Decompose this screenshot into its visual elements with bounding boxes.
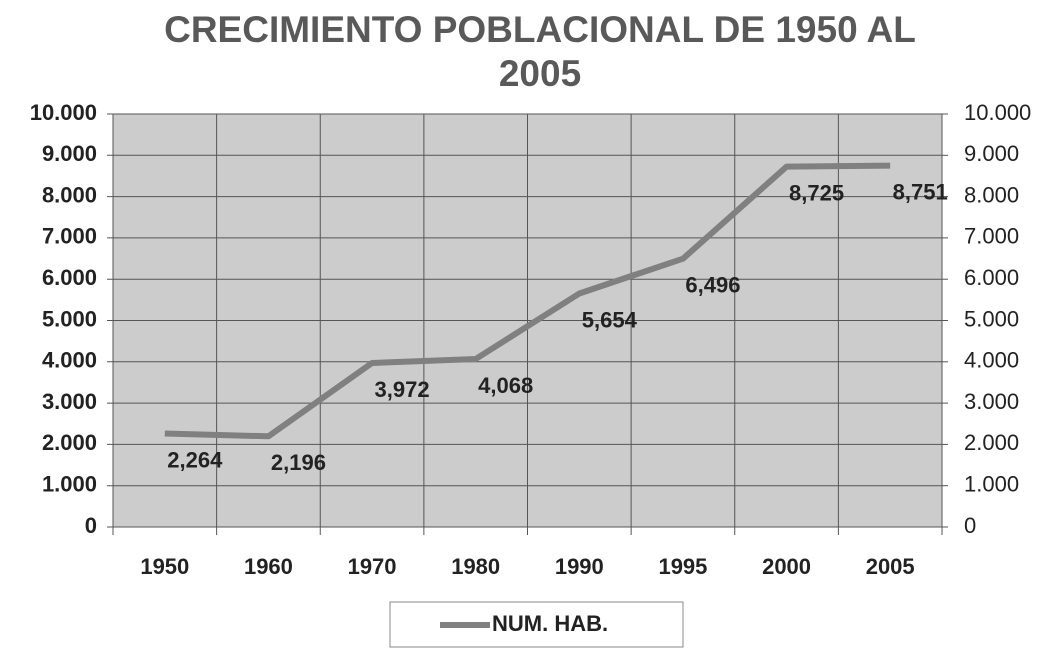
data-label: 8,725: [789, 180, 844, 205]
y2-tick-label: 0: [964, 513, 976, 538]
data-label: 8,751: [893, 179, 948, 204]
y-tick-label: 9.000: [42, 141, 97, 166]
data-label: 6,496: [685, 273, 740, 298]
data-label: 4,068: [478, 373, 533, 398]
x-tick-label: 1990: [555, 554, 604, 579]
x-tick-label: 1970: [348, 554, 397, 579]
y-tick-label: 0: [85, 513, 97, 538]
y2-tick-label: 3.000: [964, 389, 1019, 414]
y2-tick-label: 4.000: [964, 348, 1019, 373]
y-tick-label: 2.000: [42, 430, 97, 455]
x-tick-label: 2005: [866, 554, 915, 579]
line: [164, 162, 891, 440]
legend: [389, 601, 684, 648]
y2-tick-label: 8.000: [964, 182, 1019, 207]
chart-title: CRECIMIENTO POBLACIONAL DE 1950 AL 2005: [164, 9, 916, 94]
y-tick-label: 10.000: [30, 100, 97, 125]
y2-tick-label: 7.000: [964, 224, 1019, 249]
y-tick-label: 3.000: [42, 389, 97, 414]
data-label: 2,264: [167, 447, 223, 472]
y2-tick-label: 9.000: [964, 141, 1019, 166]
x-tick-label: 1995: [658, 554, 707, 579]
x-tick-label: 1980: [451, 554, 500, 579]
y-tick-label: 5.000: [42, 306, 97, 331]
y-tick-label: 4.000: [42, 348, 97, 373]
y-tick-label: 1.000: [42, 472, 97, 497]
legend-label: NUM. HAB.: [492, 611, 608, 636]
y2-tick-label: 2.000: [964, 430, 1019, 455]
y-tick-label: 6.000: [42, 265, 97, 290]
y2-tick-label: 6.000: [964, 265, 1019, 290]
y-tick-label: 7.000: [42, 224, 97, 249]
data-label: 2,196: [271, 450, 326, 475]
x-tick-label: 2000: [762, 554, 811, 579]
y-tick-label: 8.000: [42, 182, 97, 207]
y2-tick-label: 1.000: [964, 472, 1019, 497]
x-tick-label: 1950: [140, 554, 189, 579]
data-label: 5,654: [582, 307, 638, 332]
data-label: 3,972: [375, 377, 430, 402]
y2-tick-label: 10.000: [964, 100, 1031, 125]
x-tick-label: 1960: [244, 554, 293, 579]
y2-tick-label: 5.000: [964, 306, 1019, 331]
